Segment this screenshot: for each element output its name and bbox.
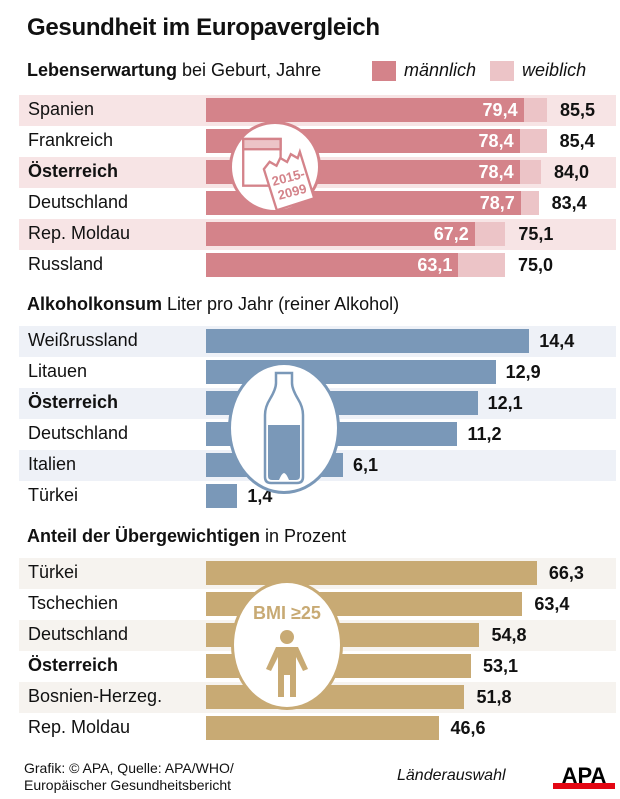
category-label: Türkei	[28, 485, 79, 505]
bmi-label: BMI ≥25	[253, 603, 321, 623]
bar-male	[206, 253, 459, 277]
legend: männlich weiblich	[372, 60, 600, 81]
apa-logo-bar	[553, 783, 615, 789]
category-label: Österreich	[28, 161, 119, 181]
bar-value: 63,4	[534, 594, 570, 614]
chart-row: Weißrussland 14,4	[19, 326, 616, 357]
bar-value: 66,3	[548, 563, 584, 583]
category-label: Weißrussland	[28, 330, 138, 350]
alcohol-heading-bold: Alkoholkonsum	[27, 294, 163, 314]
bar-value: 51,8	[476, 687, 512, 707]
category-label: Deutschland	[28, 624, 129, 644]
bar-value: 46,6	[450, 718, 486, 738]
category-label: Österreich	[28, 655, 119, 675]
category-label: Türkei	[28, 562, 79, 582]
bar-value: 14,4	[539, 331, 575, 351]
bar-value: 12,1	[487, 393, 523, 413]
bar-value-female: 84,0	[554, 162, 590, 182]
bar-value-female: 75,1	[518, 224, 554, 244]
bar-male	[206, 98, 524, 122]
alcohol-chart: Weißrussland 14,4 Litauen 12,9 Österreich 12,…	[19, 326, 616, 512]
bar-value-female: 75,0	[518, 255, 554, 275]
category-label: Litauen	[28, 361, 88, 381]
category-label: Deutschland	[28, 423, 129, 443]
bar-value-male: 78,4	[478, 131, 514, 151]
bar-value: 11,2	[467, 424, 502, 444]
overweight-heading: Anteil der Übergewichtigen in Prozent	[27, 526, 346, 547]
calendar-year-end: 2099	[276, 181, 308, 203]
life-expectancy-chart: Spanien 79,4 85,5 Frankreich 78,4 85,4 Österre…	[19, 95, 616, 281]
source-note: Grafik: © APA, Quelle: APA/WHO/ Europäis…	[24, 760, 234, 794]
category-label: Rep. Moldau	[28, 717, 131, 737]
page-title: Gesundheit im Europavergleich	[27, 14, 380, 41]
person-icon: BMI ≥25	[253, 603, 321, 697]
bar-male	[206, 222, 475, 246]
category-label: Russland	[28, 254, 104, 274]
calendar-icon: 2015-2099	[242, 137, 316, 212]
bar-value-male: 67,2	[433, 224, 469, 244]
source-line-2: Europäischer Gesundheitsbericht	[24, 777, 232, 793]
apa-logo: APA	[553, 764, 615, 789]
legend-label-male: männlich	[404, 60, 477, 80]
life-expectancy-heading-bold: Lebenserwartung	[27, 60, 178, 80]
overweight-heading-bold: Anteil der Übergewichtigen	[27, 526, 261, 546]
legend-swatch-male	[372, 60, 396, 81]
category-label: Tschechien	[28, 593, 119, 613]
bar-alcohol	[206, 484, 238, 508]
bar-value: 12,9	[505, 362, 541, 382]
bar-value-male: 78,4	[478, 162, 514, 182]
bar-overweight	[206, 716, 439, 740]
alcohol-heading: Alkoholkonsum Liter pro Jahr (reiner Alk…	[27, 294, 399, 315]
legend-label-female: weiblich	[522, 60, 587, 80]
bottle-icon	[263, 371, 305, 485]
chart-row: Spanien 79,4 85,5	[19, 95, 616, 126]
bar-alcohol	[206, 329, 530, 353]
category-label: Frankreich	[28, 130, 114, 150]
legend-swatch-female	[490, 60, 515, 81]
overweight-heading-rest: in Prozent	[260, 526, 347, 546]
calendar-icon-badge: 2015- 2099	[229, 121, 321, 213]
category-label: Rep. Moldau	[28, 223, 131, 243]
category-label: Österreich	[28, 392, 119, 412]
alcohol-heading-rest: Liter pro Jahr (reiner Alkohol)	[162, 294, 400, 314]
chart-row: Türkei 1,4	[19, 481, 616, 512]
bottle-icon-badge	[228, 362, 340, 494]
life-expectancy-heading-rest: bei Geburt, Jahre	[177, 60, 322, 80]
bar-value-male: 79,4	[482, 100, 518, 120]
chart-row: Rep. Moldau 46,6	[19, 713, 616, 744]
bar-value: 6,1	[352, 455, 378, 475]
bar-value-male: 63,1	[417, 255, 453, 275]
bmi-icon-badge: BMI ≥25	[231, 580, 343, 710]
category-label: Bosnien-Herzeg.	[28, 686, 163, 706]
bar-value-female: 85,4	[559, 131, 595, 151]
category-label: Italien	[28, 454, 77, 474]
bar-value-male: 78,7	[479, 193, 515, 213]
bar-value-female: 85,5	[560, 100, 596, 120]
chart-row: Russland 63,1 75,0	[19, 250, 616, 281]
bar-overweight	[206, 561, 537, 585]
life-expectancy-heading: Lebenserwartung bei Geburt, Jahre	[27, 60, 321, 81]
country-select-link[interactable]: Länderauswahl	[397, 767, 506, 784]
chart-row: Rep. Moldau 67,2 75,1	[19, 219, 616, 250]
source-line-1: Grafik: © APA, Quelle: APA/WHO/	[24, 760, 234, 776]
category-label: Spanien	[28, 99, 95, 119]
bar-value: 53,1	[482, 656, 519, 676]
bar-value: 54,8	[491, 625, 527, 645]
category-label: Deutschland	[28, 192, 129, 212]
chart-row: Türkei 66,3	[19, 558, 616, 589]
overweight-chart: Türkei 66,3 Tschechien 63,4 Deutschland 54,8 Ö…	[19, 558, 616, 744]
bar-value-female: 83,4	[551, 193, 587, 213]
